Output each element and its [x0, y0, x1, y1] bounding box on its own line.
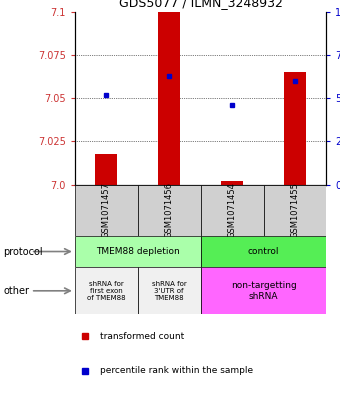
- Text: GSM1071454: GSM1071454: [227, 182, 237, 238]
- Bar: [221, 181, 243, 185]
- Title: GDS5077 / ILMN_3248932: GDS5077 / ILMN_3248932: [119, 0, 283, 9]
- Bar: [75, 267, 138, 314]
- Text: transformed count: transformed count: [100, 332, 184, 341]
- Text: other: other: [3, 286, 29, 296]
- Bar: [201, 236, 326, 267]
- Bar: [284, 72, 306, 185]
- Bar: [75, 236, 201, 267]
- Text: shRNA for
first exon
of TMEM88: shRNA for first exon of TMEM88: [87, 281, 125, 301]
- Bar: [75, 185, 138, 236]
- Text: TMEM88 depletion: TMEM88 depletion: [96, 247, 180, 256]
- Text: non-targetting
shRNA: non-targetting shRNA: [231, 281, 296, 301]
- Bar: [138, 185, 201, 236]
- Text: GSM1071456: GSM1071456: [165, 182, 174, 238]
- Bar: [138, 267, 201, 314]
- Text: shRNA for
3'UTR of
TMEM88: shRNA for 3'UTR of TMEM88: [152, 281, 187, 301]
- Bar: [264, 185, 326, 236]
- Bar: [95, 154, 117, 185]
- Text: GSM1071455: GSM1071455: [290, 182, 300, 238]
- Bar: [158, 12, 180, 185]
- Text: percentile rank within the sample: percentile rank within the sample: [100, 367, 253, 375]
- Text: GSM1071457: GSM1071457: [102, 182, 111, 238]
- Text: protocol: protocol: [3, 246, 43, 257]
- Bar: [201, 185, 264, 236]
- Text: control: control: [248, 247, 279, 256]
- Bar: [201, 267, 326, 314]
